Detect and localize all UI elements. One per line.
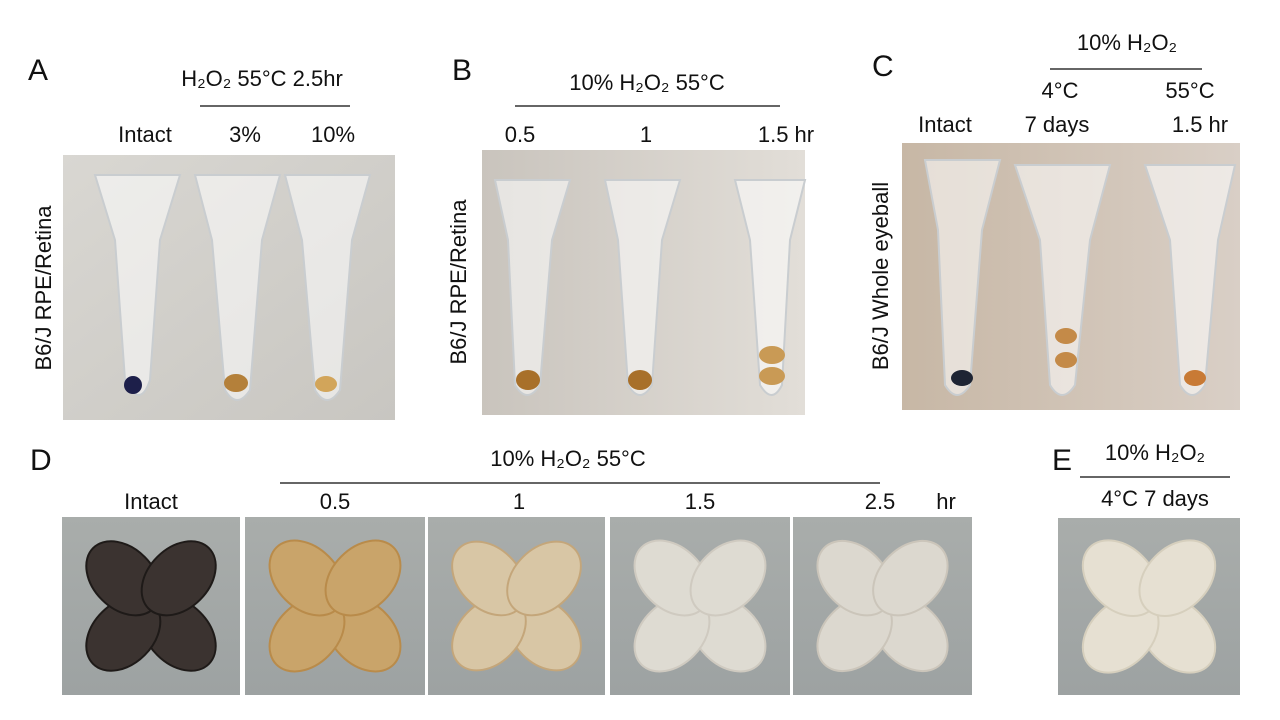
column-label: 4°C 7 days bbox=[1101, 486, 1209, 511]
column-label: Intact bbox=[124, 489, 178, 514]
panel-letter: D bbox=[30, 444, 52, 477]
tube bbox=[1143, 164, 1237, 396]
tissue-petal bbox=[506, 540, 582, 617]
column-label: 0.5 bbox=[320, 489, 351, 514]
pellet bbox=[951, 370, 973, 386]
tube bbox=[93, 174, 182, 396]
row-label: B6/J RPE/Retina bbox=[446, 199, 471, 365]
column-label: Intact bbox=[118, 122, 172, 147]
tube bbox=[493, 179, 572, 396]
column-label: hr bbox=[936, 489, 956, 514]
panel-header: 10% H₂O₂ 55°C bbox=[569, 70, 725, 95]
tube bbox=[1013, 164, 1112, 396]
tissue-petal bbox=[324, 539, 402, 617]
tube bbox=[923, 159, 1002, 396]
panel-c: C 10% H₂O₂ 4°C 55°C Intact 7 days 1.5 hr… bbox=[868, 30, 1240, 410]
tube bbox=[193, 174, 282, 401]
panel-d: D 10% H₂O₂ 55°C Intact 0.5 1 1.5 2.5 hr bbox=[30, 444, 972, 695]
panel-letter: E bbox=[1052, 444, 1072, 477]
panel-letter: B bbox=[452, 54, 472, 87]
pellet bbox=[315, 376, 337, 392]
panel-a: A H₂O₂ 55°C 2.5hr Intact 3% 10% B6/J RPE… bbox=[28, 54, 395, 420]
subheader: 55°C bbox=[1165, 78, 1214, 103]
panel-header: 10% H₂O₂ bbox=[1077, 30, 1177, 55]
column-label: 1.5 hr bbox=[1172, 112, 1228, 137]
column-label: 0.5 bbox=[505, 122, 536, 147]
tube bbox=[283, 174, 372, 401]
panel-header: 10% H₂O₂ 55°C bbox=[490, 446, 646, 471]
column-label: 1.5 bbox=[685, 489, 716, 514]
panel-letter: A bbox=[28, 54, 48, 87]
panel-e: E 10% H₂O₂ 4°C 7 days bbox=[1052, 440, 1240, 695]
tube bbox=[733, 179, 807, 396]
pellet bbox=[1055, 352, 1077, 368]
pellet bbox=[124, 376, 142, 394]
tissue-petal bbox=[689, 539, 767, 617]
panel-header: 10% H₂O₂ bbox=[1105, 440, 1205, 465]
pellet bbox=[759, 346, 785, 364]
column-label: 1 bbox=[640, 122, 652, 147]
column-label: 3% bbox=[229, 122, 261, 147]
pellet bbox=[628, 370, 652, 390]
column-label: 2.5 bbox=[865, 489, 896, 514]
tissue-petal bbox=[140, 540, 217, 617]
pellet bbox=[1055, 328, 1077, 344]
pellet bbox=[224, 374, 248, 392]
column-label: 1.5 hr bbox=[758, 122, 814, 147]
tube bbox=[603, 179, 682, 396]
column-label: 1 bbox=[513, 489, 525, 514]
row-label: B6/J RPE/Retina bbox=[31, 205, 56, 371]
column-label: Intact bbox=[918, 112, 972, 137]
pellet bbox=[516, 370, 540, 390]
panel-b: B 10% H₂O₂ 55°C 0.5 1 1.5 hr B6/J RPE/Re… bbox=[446, 54, 814, 415]
row-label: B6/J Whole eyeball bbox=[868, 182, 893, 370]
subheader: 4°C bbox=[1042, 78, 1079, 103]
panel-letter: C bbox=[872, 50, 894, 83]
column-label: 10% bbox=[311, 122, 355, 147]
column-label: 7 days bbox=[1025, 112, 1090, 137]
panel-header: H₂O₂ 55°C 2.5hr bbox=[181, 66, 343, 91]
pellet bbox=[759, 367, 785, 385]
tissue-petal bbox=[1138, 539, 1217, 618]
tissue-petal bbox=[872, 539, 949, 617]
pellet bbox=[1184, 370, 1206, 386]
